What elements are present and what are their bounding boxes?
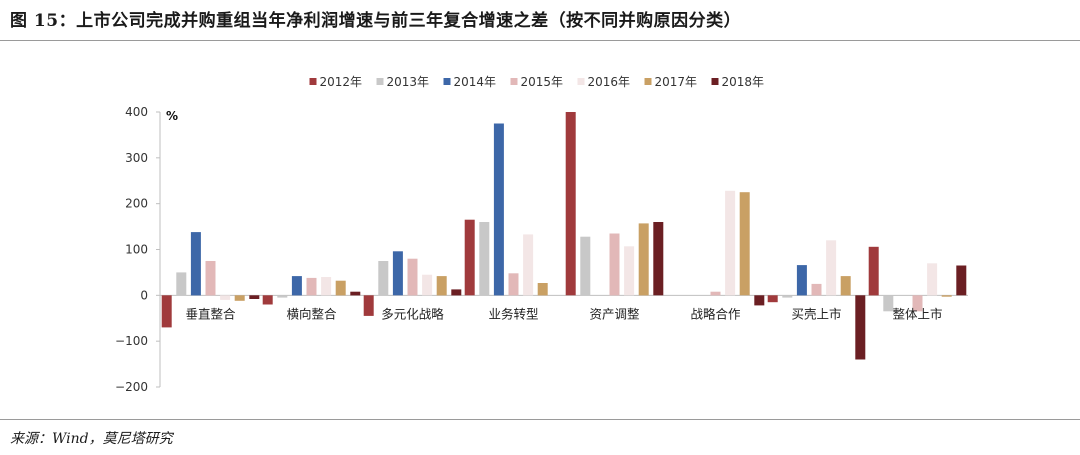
legend-label: 2018年: [722, 75, 765, 89]
bar: [363, 295, 374, 316]
legend-swatch: [510, 78, 518, 85]
legend-swatch: [376, 78, 384, 85]
bar: [523, 234, 534, 296]
bar: [321, 277, 332, 296]
bar: [176, 272, 187, 296]
legend-swatch: [577, 78, 585, 85]
bar: [725, 190, 736, 296]
bar: [653, 222, 664, 296]
category-label: 横向整合: [286, 306, 337, 321]
bar: [638, 223, 649, 296]
bar: [883, 295, 894, 312]
bar: [609, 233, 620, 296]
bar: [508, 273, 519, 296]
y-tick-label: 300: [125, 151, 148, 165]
legend-label: 2014年: [454, 75, 497, 89]
bar: [782, 295, 793, 298]
bar: [796, 265, 807, 296]
bar: [840, 276, 851, 296]
bar: [422, 274, 433, 296]
y-tick-label: 0: [140, 288, 148, 302]
bar: [277, 295, 288, 298]
bar: [464, 219, 475, 296]
legend-label: 2013年: [387, 75, 430, 89]
y-tick-label: 400: [125, 105, 148, 119]
bar: [378, 261, 389, 296]
category-label: 整体上市: [892, 306, 942, 321]
category-label: 买壳上市: [791, 306, 841, 321]
bar: [161, 295, 172, 328]
bar: [767, 295, 778, 303]
bar: [205, 261, 216, 296]
bar: [912, 295, 923, 312]
bar: [956, 265, 967, 296]
legend-swatch: [309, 78, 317, 85]
y-axis-unit: %: [166, 109, 178, 123]
legend-swatch: [711, 78, 719, 85]
bar-series: [161, 112, 967, 360]
bar: [234, 295, 245, 301]
bar: [350, 291, 361, 296]
y-tick-label: −200: [115, 380, 148, 394]
bar: [291, 276, 302, 296]
bar: [855, 295, 866, 360]
title-rule: [0, 40, 1080, 41]
bar: [739, 192, 750, 296]
bar: [565, 112, 576, 296]
bar: [754, 295, 765, 306]
category-label: 资产调整: [589, 306, 640, 321]
category-label: 垂直整合: [185, 306, 236, 321]
legend-swatch: [443, 78, 451, 85]
bar: [451, 289, 462, 296]
y-tick-label: 100: [125, 243, 148, 257]
source-note: 来源：Wind，莫尼塔研究: [10, 431, 173, 447]
legend-label: 2015年: [521, 75, 564, 89]
bar: [249, 295, 260, 299]
bar: [537, 283, 548, 296]
bar: [262, 295, 273, 305]
legend-label: 2017年: [655, 75, 698, 89]
bar: [580, 236, 591, 296]
bar: [868, 246, 879, 296]
bar: [927, 263, 938, 296]
y-axis: −200 −100 0 100 200 300 400%: [115, 105, 968, 394]
bar: [436, 276, 447, 296]
bar: [479, 222, 490, 296]
legend-label: 2016年: [588, 75, 631, 89]
source-rule: [0, 419, 1080, 420]
bar: [826, 240, 837, 296]
bar: [335, 280, 346, 296]
category-label: 战略合作: [690, 306, 741, 321]
bar: [624, 246, 635, 296]
category-labels: 垂直整合 横向整合 多元化战略 业务转型 资产调整 战略合作 买壳上市 整体上市: [185, 306, 942, 321]
figure-title: 图 15：上市公司完成并购重组当年净利润增速与前三年复合增速之差（按不同并购原因…: [10, 11, 742, 31]
y-tick-label: −100: [115, 334, 148, 348]
bar: [493, 123, 504, 296]
category-label: 业务转型: [488, 306, 538, 321]
bar: [407, 258, 418, 296]
category-label: 多元化战略: [381, 306, 444, 321]
bar: [220, 295, 231, 300]
chart-legend: 2012年 2013年 2014年 2015年 2016年 2017年 2018年: [309, 75, 765, 89]
bar: [941, 295, 952, 297]
bar: [190, 232, 201, 296]
bar: [811, 283, 822, 296]
bar-chart: 2012年 2013年 2014年 2015年 2016年 2017年 2018年 −200…: [115, 75, 968, 394]
legend-label: 2012年: [320, 75, 363, 89]
bar: [392, 251, 403, 296]
bar: [710, 291, 721, 296]
legend-swatch: [644, 78, 652, 85]
bar: [306, 277, 317, 296]
y-tick-label: 200: [125, 197, 148, 211]
